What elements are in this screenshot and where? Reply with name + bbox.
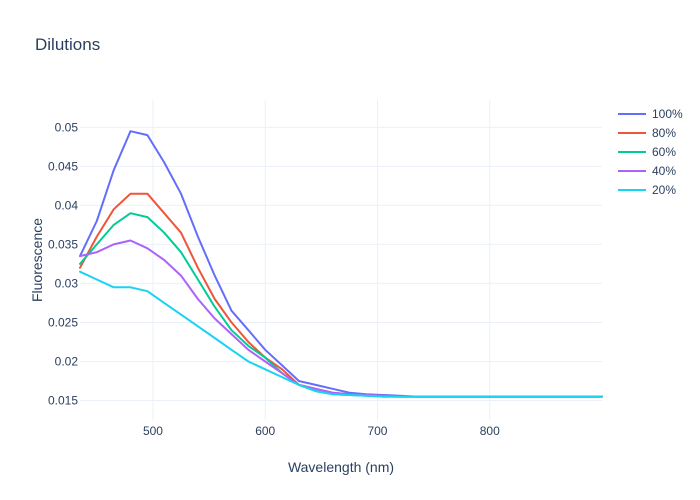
x-tick-label: 500 <box>143 424 163 438</box>
series-line-20pct <box>79 270 603 398</box>
series-lines <box>79 130 603 398</box>
legend-label: 20% <box>652 183 676 197</box>
x-axis-ticks: 500 600 700 800 <box>143 424 500 438</box>
legend-item[interactable]: 80% <box>618 126 676 140</box>
legend-item[interactable]: 60% <box>618 145 676 159</box>
y-tick-label: 0.05 <box>55 120 79 134</box>
chart-title: Dilutions <box>35 35 100 54</box>
series-line-100pct <box>79 130 603 398</box>
legend-label: 40% <box>652 164 676 178</box>
legend[interactable]: 100% 80% 60% 40% 20% <box>618 107 683 197</box>
y-tick-label: 0.03 <box>55 276 79 290</box>
legend-item[interactable]: 100% <box>618 107 683 121</box>
y-tick-label: 0.04 <box>55 198 79 212</box>
x-tick-label: 700 <box>367 424 387 438</box>
legend-label: 100% <box>652 107 683 121</box>
y-axis-ticks: 0.015 0.02 0.025 0.03 0.035 0.04 0.045 0.05 <box>48 120 78 407</box>
y-axis-title: Fluorescence <box>29 218 45 302</box>
legend-item[interactable]: 20% <box>618 183 676 197</box>
legend-label: 60% <box>652 145 676 159</box>
x-tick-label: 600 <box>255 424 275 438</box>
series-line-60pct <box>79 212 603 398</box>
y-tick-label: 0.015 <box>48 393 78 407</box>
legend-label: 80% <box>652 126 676 140</box>
y-tick-label: 0.02 <box>55 354 79 368</box>
y-tick-label: 0.025 <box>48 315 78 329</box>
y-tick-label: 0.045 <box>48 159 78 173</box>
x-tick-label: 800 <box>480 424 500 438</box>
y-tick-label: 0.035 <box>48 237 78 251</box>
series-line-80pct <box>79 192 603 398</box>
x-axis-title: Wavelength (nm) <box>288 459 394 475</box>
series-line-40pct <box>79 239 603 398</box>
legend-item[interactable]: 40% <box>618 164 676 178</box>
grid <box>80 100 602 420</box>
